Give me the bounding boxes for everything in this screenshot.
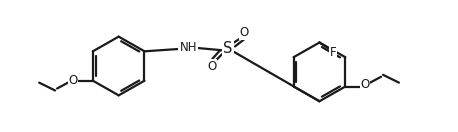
Text: F: F: [330, 46, 337, 59]
Text: O: O: [68, 74, 77, 87]
Text: O: O: [360, 78, 370, 91]
Text: S: S: [224, 41, 233, 56]
Text: NH: NH: [180, 41, 197, 54]
Text: O: O: [239, 26, 249, 39]
Text: O: O: [207, 60, 217, 72]
